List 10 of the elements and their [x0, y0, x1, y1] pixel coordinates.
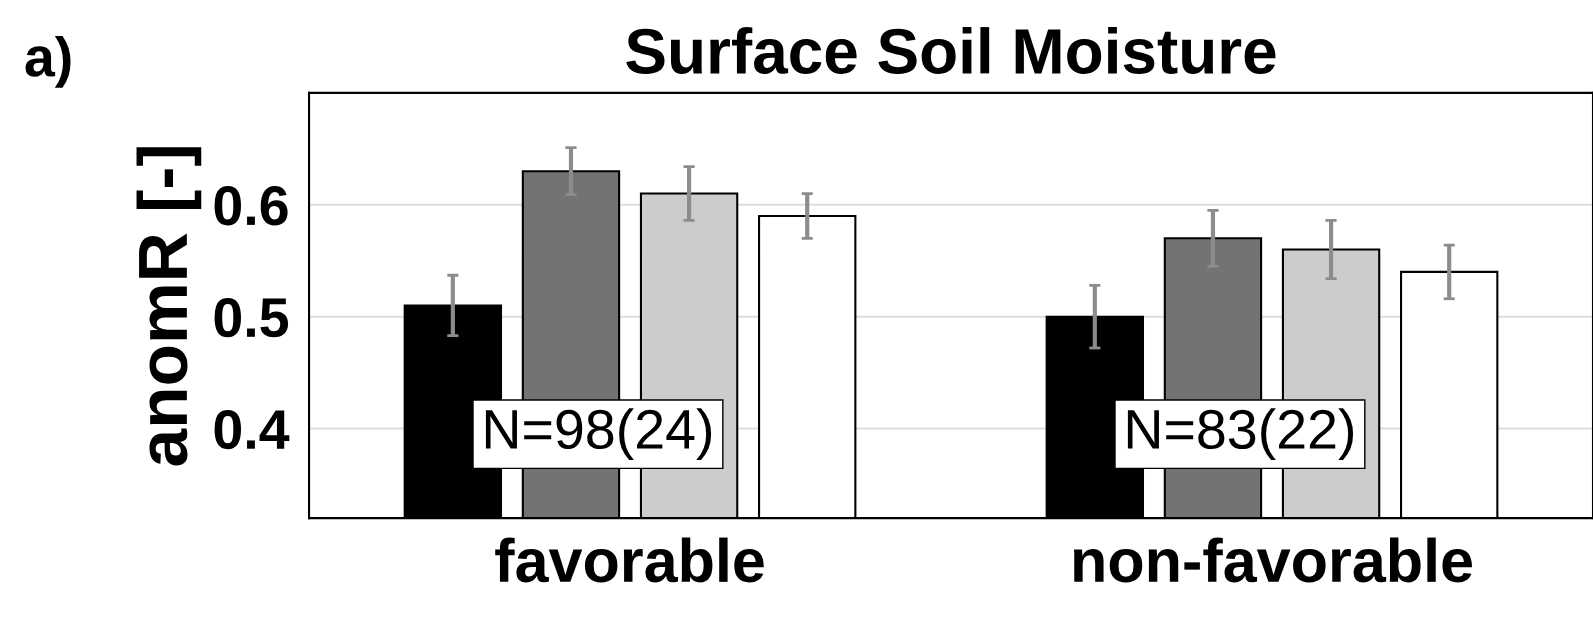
y-axis-title: anomR [-]	[136, 147, 202, 466]
x-tick-label: favorable	[495, 537, 764, 583]
chart-title: Surface Soil Moisture	[626, 27, 1276, 75]
annotation: N=98(24)	[485, 408, 712, 461]
y-tick-label: 0.5	[214, 298, 289, 338]
x-tick-label: non-favorable	[1074, 537, 1472, 583]
annotation: N=83(22)	[1127, 408, 1354, 461]
text: a)	[25, 36, 71, 88]
y-tick-label: 0.4	[214, 409, 290, 450]
y-tick-label: 0.6	[214, 186, 288, 226]
